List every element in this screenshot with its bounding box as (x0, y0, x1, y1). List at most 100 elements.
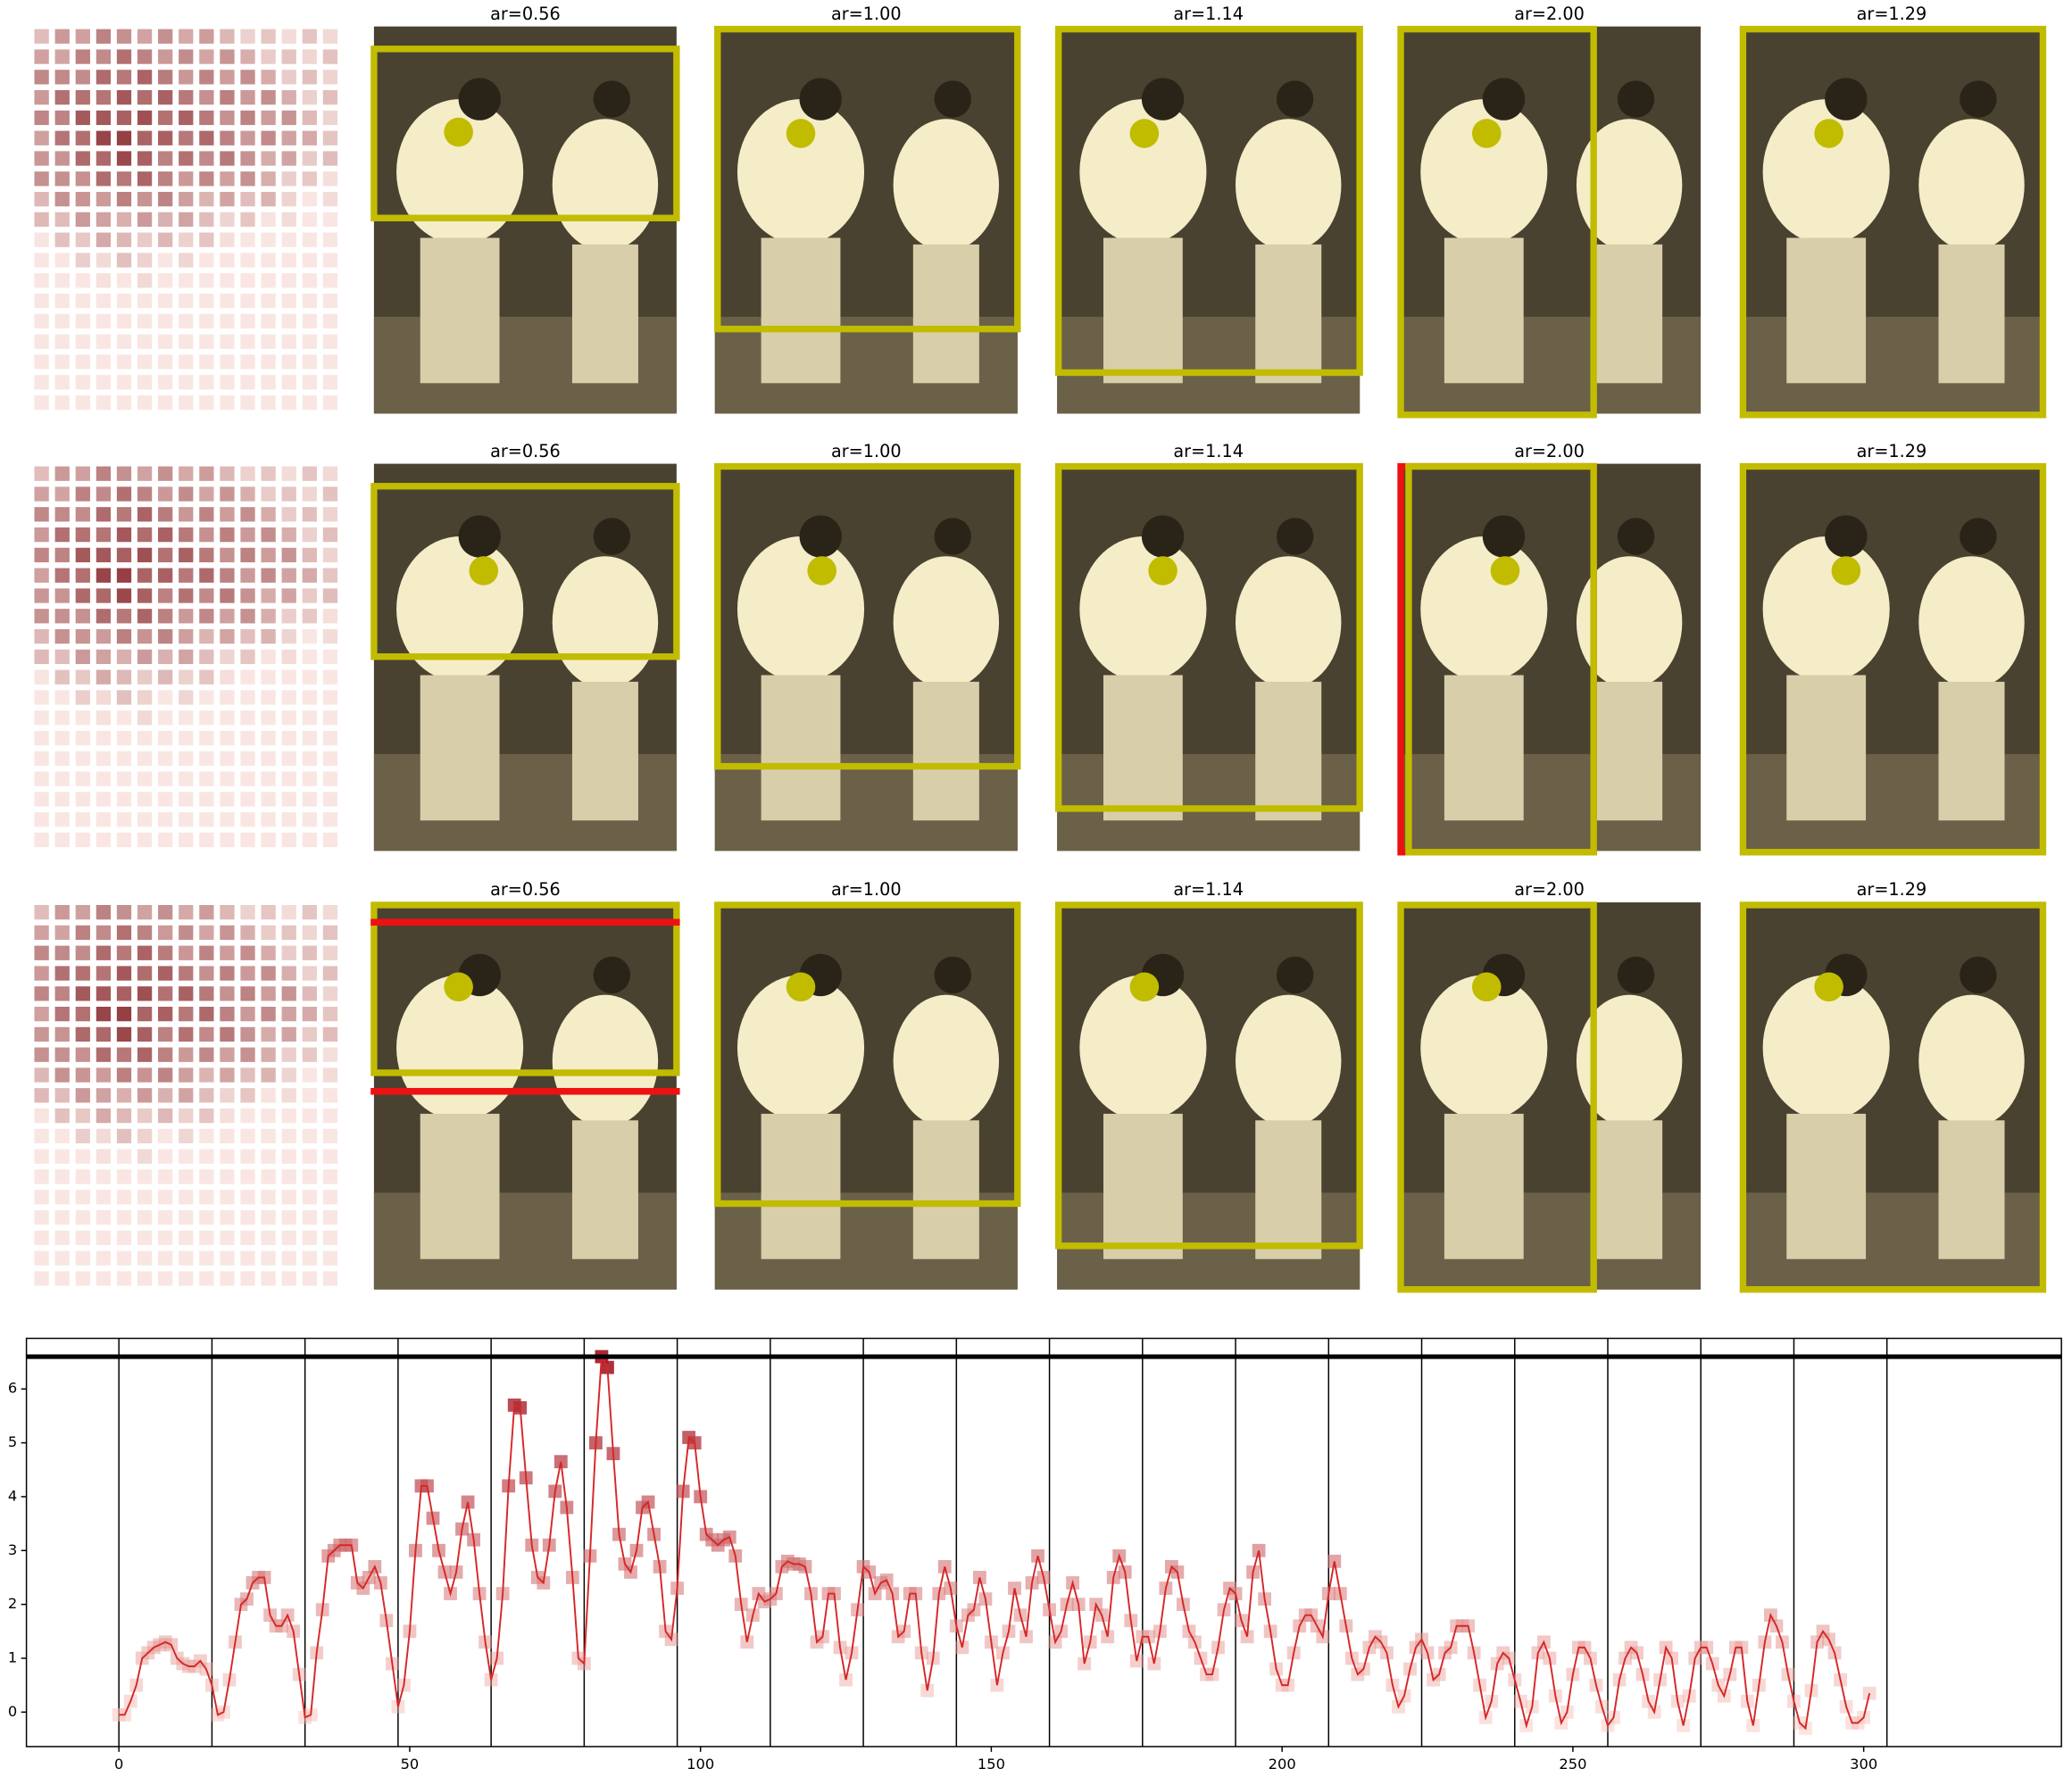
heat-cell (199, 253, 214, 268)
heat-cell (54, 1190, 70, 1205)
x-tick-label: 100 (687, 1756, 714, 1773)
heat-cell (54, 966, 70, 981)
heat-cell (75, 690, 90, 705)
heat-cell (96, 986, 112, 1001)
heat-cell (75, 628, 90, 644)
person (552, 994, 659, 1127)
focus-point (469, 556, 499, 585)
heat-cell (302, 1108, 317, 1124)
heat-cell (240, 832, 255, 848)
heat-cell (75, 354, 90, 370)
heat-cell (179, 925, 194, 941)
heat-cell (179, 832, 194, 848)
heat-cell (75, 1190, 90, 1205)
heat-cell (96, 527, 112, 543)
person (396, 99, 524, 245)
heat-cell (302, 628, 317, 644)
heat-cell (240, 1026, 255, 1042)
heat-cell (302, 1006, 317, 1022)
heat-cell (96, 1190, 112, 1205)
heat-cell (199, 110, 214, 126)
heat-cell (281, 130, 296, 145)
heat-cell (34, 1209, 49, 1225)
head (1276, 956, 1314, 994)
heat-cell (137, 375, 153, 390)
head (799, 515, 842, 558)
heat-cell (261, 649, 276, 665)
heat-cell (199, 986, 214, 1001)
heat-cell (199, 730, 214, 746)
heat-cell (116, 669, 132, 685)
focus-point (1490, 556, 1520, 585)
heat-cell (75, 771, 90, 786)
focus-point (1814, 972, 1843, 1002)
heat-cell (137, 1067, 153, 1083)
heat-cell (220, 568, 235, 583)
heat-cell (302, 710, 317, 726)
heat-cell (137, 588, 153, 603)
heat-cell (281, 609, 296, 624)
heat-cell (281, 812, 296, 827)
heat-cell (322, 89, 338, 105)
heat-cell (179, 945, 194, 960)
crop-box (714, 462, 1021, 770)
heat-cell (137, 628, 153, 644)
heat-cell (220, 354, 235, 370)
heat-cell (302, 29, 317, 44)
heat-cell (322, 232, 338, 247)
heat-cell (261, 29, 276, 44)
heat-cell (322, 669, 338, 685)
heat-cell (199, 1190, 214, 1205)
heat-cell (116, 375, 132, 390)
heat-cell (75, 812, 90, 827)
heat-cell (179, 588, 194, 603)
heat-cell (34, 730, 49, 746)
heat-cell (322, 547, 338, 563)
heat-cell (220, 1209, 235, 1225)
heat-cell (34, 70, 49, 85)
heat-cell (158, 486, 173, 502)
heat-cell (220, 70, 235, 85)
heat-cell (240, 232, 255, 247)
heat-cell (54, 588, 70, 603)
heat-cell (281, 710, 296, 726)
heat-cell (137, 730, 153, 746)
heat-cell (199, 649, 214, 665)
heat-cell (54, 945, 70, 960)
heat-cell (322, 609, 338, 624)
heat-cell (179, 771, 194, 786)
head (1276, 80, 1314, 118)
focus-point (444, 117, 473, 147)
heat-cell (75, 925, 90, 941)
heat-cell (116, 1088, 132, 1103)
heat-cell (179, 49, 194, 64)
heat-cell (54, 690, 70, 705)
heat-cell (75, 609, 90, 624)
heat-cell (199, 313, 214, 329)
heat-cell (261, 628, 276, 644)
heat-cell (158, 812, 173, 827)
heat-cell (158, 568, 173, 583)
heat-cell (322, 649, 338, 665)
heat-cell (116, 966, 132, 981)
heat-cell (96, 547, 112, 563)
heat-cell (54, 986, 70, 1001)
heat-cell (96, 1108, 112, 1124)
heat-cell (96, 609, 112, 624)
heat-cell (96, 1067, 112, 1083)
heat-cell (199, 232, 214, 247)
heat-cell (96, 507, 112, 522)
person (1079, 536, 1207, 682)
heat-cell (158, 669, 173, 685)
heat-cell (199, 628, 214, 644)
heat-cell (34, 29, 49, 44)
heat-cell (179, 293, 194, 309)
person (1762, 99, 1890, 245)
heat-cell (137, 966, 153, 981)
focus-point (1148, 556, 1177, 585)
heat-cell (261, 49, 276, 64)
heat-cell (116, 466, 132, 481)
heat-cell (281, 1250, 296, 1266)
heat-cell (34, 1047, 49, 1062)
heat-cell (54, 313, 70, 329)
